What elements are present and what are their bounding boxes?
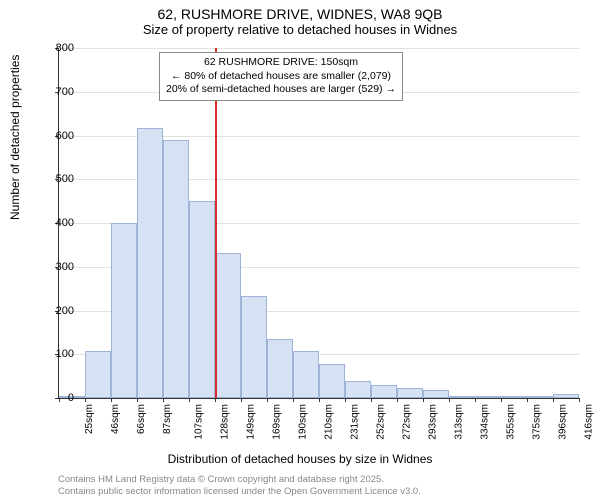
y-tick-label: 600 bbox=[44, 130, 74, 142]
grid-line bbox=[59, 48, 579, 49]
histogram-bar bbox=[293, 351, 319, 398]
y-tick-label: 300 bbox=[44, 261, 74, 273]
x-tick-mark bbox=[527, 398, 528, 402]
histogram-bar bbox=[397, 388, 423, 399]
histogram-bar bbox=[319, 364, 345, 398]
chart-title: 62, RUSHMORE DRIVE, WIDNES, WA8 9QB bbox=[0, 0, 600, 22]
x-tick-mark bbox=[85, 398, 86, 402]
annotation-line2: ← 80% of detached houses are smaller (2,… bbox=[166, 70, 396, 84]
x-tick-mark bbox=[241, 398, 242, 402]
histogram-bar bbox=[423, 390, 449, 398]
x-tick-label: 416sqm bbox=[584, 404, 595, 440]
x-tick-label: 190sqm bbox=[298, 404, 309, 440]
x-tick-mark bbox=[397, 398, 398, 402]
histogram-bar bbox=[215, 253, 241, 398]
x-tick-label: 313sqm bbox=[454, 404, 465, 440]
x-tick-mark bbox=[163, 398, 164, 402]
x-tick-mark bbox=[553, 398, 554, 402]
histogram-bar bbox=[501, 396, 527, 398]
histogram-bar bbox=[267, 339, 293, 398]
y-tick-label: 800 bbox=[44, 42, 74, 54]
x-tick-label: 252sqm bbox=[376, 404, 387, 440]
histogram-bar bbox=[85, 351, 111, 398]
x-tick-mark bbox=[345, 398, 346, 402]
plot-area: 62 RUSHMORE DRIVE: 150sqm ← 80% of detac… bbox=[58, 48, 579, 399]
footer-text: Contains HM Land Registry data © Crown c… bbox=[58, 474, 421, 498]
histogram-bar bbox=[137, 128, 163, 398]
x-tick-label: 128sqm bbox=[220, 404, 231, 440]
x-tick-mark bbox=[267, 398, 268, 402]
chart-container: 62, RUSHMORE DRIVE, WIDNES, WA8 9QB Size… bbox=[0, 0, 600, 500]
x-tick-label: 334sqm bbox=[480, 404, 491, 440]
y-tick-label: 0 bbox=[44, 392, 74, 404]
x-tick-label: 25sqm bbox=[84, 404, 95, 434]
annotation-box: 62 RUSHMORE DRIVE: 150sqm ← 80% of detac… bbox=[159, 52, 403, 101]
x-tick-label: 231sqm bbox=[350, 404, 361, 440]
x-tick-mark bbox=[189, 398, 190, 402]
x-tick-label: 355sqm bbox=[506, 404, 517, 440]
x-tick-mark bbox=[423, 398, 424, 402]
histogram-bar bbox=[111, 223, 137, 398]
x-tick-mark bbox=[475, 398, 476, 402]
histogram-bar bbox=[449, 396, 475, 398]
annotation-line3: 20% of semi-detached houses are larger (… bbox=[166, 83, 396, 97]
histogram-bar bbox=[475, 396, 501, 398]
x-tick-mark bbox=[293, 398, 294, 402]
x-tick-label: 169sqm bbox=[272, 404, 283, 440]
x-tick-label: 272sqm bbox=[402, 404, 413, 440]
histogram-bar bbox=[345, 381, 371, 398]
y-tick-label: 400 bbox=[44, 217, 74, 229]
y-tick-label: 700 bbox=[44, 86, 74, 98]
y-axis-label: Number of detached properties bbox=[8, 55, 22, 220]
x-tick-mark bbox=[111, 398, 112, 402]
y-tick-label: 500 bbox=[44, 173, 74, 185]
x-tick-label: 107sqm bbox=[194, 404, 205, 440]
annotation-line1: 62 RUSHMORE DRIVE: 150sqm bbox=[166, 56, 396, 70]
histogram-bar bbox=[241, 296, 267, 398]
x-tick-label: 210sqm bbox=[324, 404, 335, 440]
x-tick-mark bbox=[579, 398, 580, 402]
x-tick-label: 46sqm bbox=[110, 404, 121, 434]
x-tick-label: 149sqm bbox=[246, 404, 257, 440]
x-tick-label: 396sqm bbox=[558, 404, 569, 440]
footer-line1: Contains HM Land Registry data © Crown c… bbox=[58, 474, 421, 486]
histogram-bar bbox=[189, 201, 215, 398]
footer-line2: Contains public sector information licen… bbox=[58, 486, 421, 498]
y-tick-label: 100 bbox=[44, 348, 74, 360]
histogram-bar bbox=[163, 140, 189, 398]
histogram-bar bbox=[527, 396, 553, 398]
histogram-bar bbox=[553, 394, 579, 398]
x-tick-label: 66sqm bbox=[136, 404, 147, 434]
x-tick-mark bbox=[449, 398, 450, 402]
x-tick-mark bbox=[319, 398, 320, 402]
x-tick-mark bbox=[137, 398, 138, 402]
x-tick-label: 293sqm bbox=[428, 404, 439, 440]
x-tick-mark bbox=[501, 398, 502, 402]
histogram-bar bbox=[371, 385, 397, 398]
chart-subtitle: Size of property relative to detached ho… bbox=[0, 22, 600, 41]
x-tick-mark bbox=[371, 398, 372, 402]
x-tick-mark bbox=[215, 398, 216, 402]
y-tick-label: 200 bbox=[44, 305, 74, 317]
x-tick-label: 375sqm bbox=[532, 404, 543, 440]
x-axis-label: Distribution of detached houses by size … bbox=[0, 452, 600, 466]
x-tick-label: 87sqm bbox=[162, 404, 173, 434]
